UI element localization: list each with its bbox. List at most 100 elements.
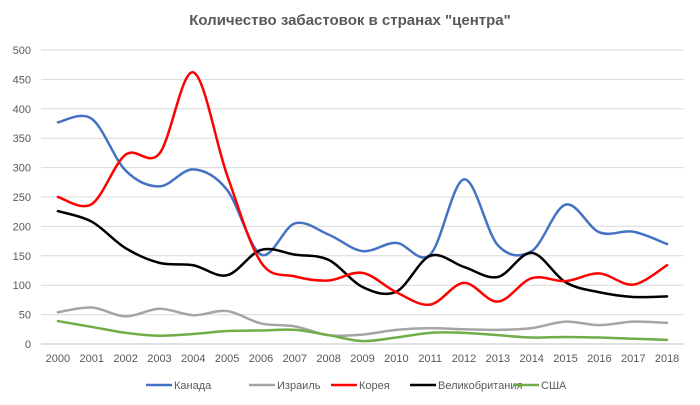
data-point (226, 330, 228, 332)
data-point (159, 186, 161, 188)
x-tick-label: 2005 (215, 353, 239, 365)
x-tick-label: 2015 (553, 353, 577, 365)
legend-label: Канада (174, 380, 212, 392)
data-point (192, 169, 194, 171)
y-tick-label: 500 (13, 45, 31, 57)
data-point (192, 314, 194, 316)
data-point (294, 223, 296, 225)
data-point (599, 324, 601, 326)
data-point (429, 332, 431, 334)
data-point (599, 231, 601, 233)
data-point (192, 333, 194, 335)
data-point (125, 316, 127, 318)
data-point (260, 254, 262, 256)
data-point (429, 304, 431, 306)
data-point (362, 250, 364, 252)
data-point (396, 329, 398, 331)
y-tick-label: 300 (13, 163, 31, 175)
x-tick-label: 2008 (316, 353, 340, 365)
data-point (362, 286, 364, 288)
data-point (192, 72, 194, 74)
series-line-uk (56, 209, 669, 299)
data-point (565, 280, 567, 282)
data-point (531, 252, 533, 254)
data-point (632, 321, 634, 323)
data-point (57, 311, 59, 313)
series-line-usa (56, 319, 669, 343)
data-point (599, 337, 601, 339)
data-point (328, 280, 330, 282)
series-line-israel (56, 306, 669, 338)
legend-label: США (541, 380, 567, 392)
data-point (565, 321, 567, 323)
data-point (260, 330, 262, 332)
y-tick-label: 50 (19, 310, 31, 322)
data-point (565, 204, 567, 206)
x-tick-label: 2001 (80, 353, 104, 365)
data-point (125, 332, 127, 334)
data-point (260, 249, 262, 251)
x-tick-label: 2013 (486, 353, 510, 365)
data-point (125, 154, 127, 156)
series-line-canada (56, 114, 669, 259)
data-point (57, 320, 59, 322)
x-tick-label: 2016 (587, 353, 611, 365)
data-point (125, 247, 127, 249)
data-point (497, 334, 499, 336)
data-point (666, 264, 668, 266)
legend-label: Великобритания (438, 380, 523, 392)
data-point (666, 322, 668, 324)
data-point (91, 221, 93, 223)
data-point (565, 336, 567, 338)
x-tick-label: 2011 (418, 353, 442, 365)
data-point (632, 284, 634, 286)
series-line-korea (56, 71, 669, 306)
data-point (294, 254, 296, 256)
x-tick-label: 2003 (147, 353, 171, 365)
data-point (226, 274, 228, 276)
x-tick-label: 2002 (113, 353, 137, 365)
data-point (396, 337, 398, 339)
data-point (294, 326, 296, 328)
data-point (531, 337, 533, 339)
y-tick-label: 150 (13, 251, 31, 263)
data-point (57, 210, 59, 212)
y-tick-label: 200 (13, 221, 31, 233)
y-tick-label: 450 (13, 74, 31, 86)
y-tick-label: 350 (13, 133, 31, 145)
data-point (328, 334, 330, 336)
x-tick-label: 2007 (283, 353, 307, 365)
data-point (226, 189, 228, 191)
data-point (531, 277, 533, 279)
data-point (91, 326, 93, 328)
data-point (497, 276, 499, 278)
data-point (57, 196, 59, 198)
chart-title: Количество забастовок в странах "центра" (189, 12, 511, 29)
data-point (260, 323, 262, 325)
data-point (362, 340, 364, 342)
data-point (57, 122, 59, 124)
data-point (328, 234, 330, 236)
data-point (632, 296, 634, 298)
data-point (463, 329, 465, 331)
data-point (91, 307, 93, 309)
x-tick-label: 2009 (350, 353, 374, 365)
data-point (192, 264, 194, 266)
legend-label: Корея (359, 380, 390, 392)
data-point (294, 329, 296, 331)
data-point (497, 301, 499, 303)
data-point (328, 259, 330, 261)
data-point (260, 261, 262, 263)
data-point (531, 327, 533, 329)
data-point (226, 310, 228, 312)
x-tick-label: 2004 (181, 353, 205, 365)
data-point (159, 262, 161, 264)
data-point (497, 244, 499, 246)
data-point (497, 329, 499, 331)
data-point (463, 282, 465, 284)
data-point (396, 291, 398, 293)
data-point (91, 203, 93, 205)
data-point (362, 334, 364, 336)
x-tick-label: 2014 (519, 353, 543, 365)
